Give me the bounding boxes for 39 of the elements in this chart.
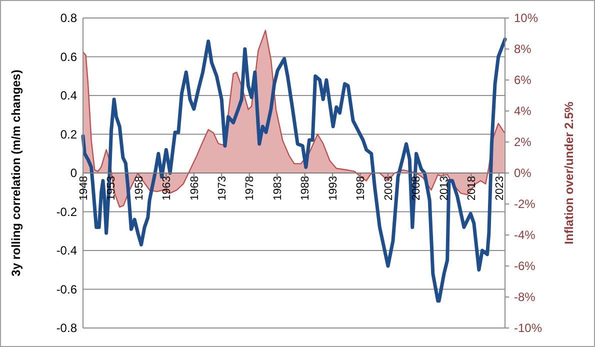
y-tick-label: -0.2 bbox=[56, 204, 78, 219]
x-tick-label: 2018 bbox=[466, 176, 478, 200]
x-tick-label: 1963 bbox=[161, 176, 174, 200]
y2-axis-title: Inflation over/under 2.5% bbox=[562, 101, 576, 244]
y-tick-label: -0.6 bbox=[56, 282, 78, 296]
y2-tick-label: -8% bbox=[514, 290, 536, 304]
y-tick-label: 0 bbox=[70, 166, 78, 180]
x-tick-label: 1968 bbox=[188, 176, 201, 200]
x-tick-label: 1993 bbox=[327, 176, 340, 200]
x-tick-label: 1998 bbox=[355, 176, 368, 200]
y-tick-label: 0.6 bbox=[60, 50, 78, 64]
y-tick-label: -0.8 bbox=[56, 321, 78, 336]
y2-tick-label: 8% bbox=[514, 42, 532, 56]
y-tick-label: 0.2 bbox=[60, 127, 78, 142]
y2-tick-label: 10% bbox=[514, 11, 538, 26]
x-tick-label: 1948 bbox=[78, 176, 90, 200]
x-tick-label: 1983 bbox=[272, 176, 284, 200]
line-series bbox=[81, 38, 507, 303]
y2-tick-label: -6% bbox=[514, 259, 536, 274]
x-tick-label: 1988 bbox=[300, 176, 312, 200]
x-tick-label: 1958 bbox=[133, 176, 146, 200]
y2-tick-label: -4% bbox=[514, 228, 536, 242]
x-tick-label: 1953 bbox=[106, 176, 118, 200]
y2-tick-label: -2% bbox=[514, 197, 536, 212]
x-tick-label: 2003 bbox=[382, 176, 395, 200]
y-tick-label: -0.4 bbox=[56, 244, 78, 258]
y-tick-label: 0.8 bbox=[60, 11, 78, 26]
y-axis-title: 3y rolling correlation (m/m changes) bbox=[9, 70, 23, 276]
x-tick-label: 2008 bbox=[410, 176, 423, 200]
y2-tick-label: 0% bbox=[514, 166, 532, 180]
x-tick-label: 1973 bbox=[216, 176, 228, 200]
y2-tick-label: -10% bbox=[514, 321, 542, 336]
y-tick-label: 0.4 bbox=[60, 88, 78, 103]
y2-tick-label: 2% bbox=[514, 135, 532, 150]
x-tick-label: 1978 bbox=[244, 176, 256, 200]
y2-tick-label: 4% bbox=[514, 104, 532, 118]
x-tick-label: 2013 bbox=[438, 176, 450, 200]
y2-tick-label: 6% bbox=[514, 73, 532, 88]
x-tick-label: 2023 bbox=[494, 176, 506, 200]
